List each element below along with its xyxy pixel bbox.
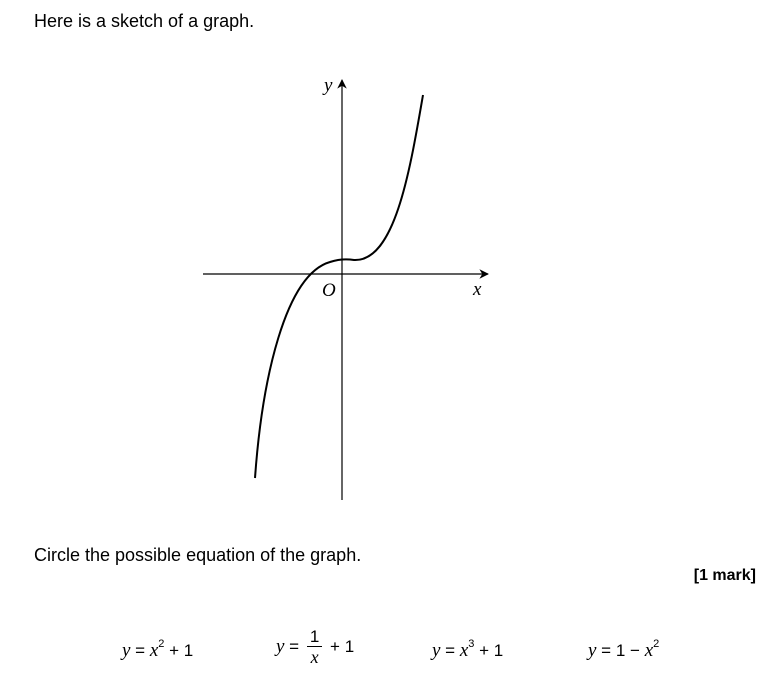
option-4-base: x [644, 640, 654, 661]
intro-text: Here is a sketch of a graph. [34, 11, 255, 31]
curve [254, 94, 424, 479]
option-2-numerator: 1 [306, 628, 323, 647]
option-4-power: 2 [653, 638, 660, 651]
option-1-base: x [149, 640, 159, 661]
option-2-denominator: x [310, 647, 319, 667]
option-3-base: x [459, 640, 469, 661]
option-2-fraction: 1 x [306, 628, 323, 667]
option-2[interactable]: y = 1 x + 1 [276, 628, 355, 668]
y-axis-label: y [322, 75, 333, 96]
graph-sketch: y x O [203, 75, 489, 500]
option-1[interactable]: y = x2 + 1 [122, 638, 194, 662]
option-4-lead: 1 − [615, 641, 640, 660]
option-4-eq: = [601, 641, 612, 660]
option-2-rest: + 1 [330, 636, 355, 656]
option-1-power: 2 [158, 638, 165, 651]
option-3-eq: = [445, 641, 456, 660]
option-2-eq: = [289, 636, 300, 656]
option-1-rest: + 1 [169, 641, 194, 660]
option-2-var: y [276, 635, 285, 657]
option-3[interactable]: y = x3 + 1 [432, 638, 504, 662]
option-1-eq: = [135, 641, 146, 660]
option-4-var: y [588, 640, 597, 661]
prompt-text: Circle the possible equation of the grap… [34, 545, 362, 565]
x-axis-label: x [472, 279, 482, 300]
marks-label: [1 mark] [693, 567, 756, 584]
option-3-rest: + 1 [479, 641, 504, 660]
option-3-var: y [432, 640, 441, 661]
origin-label: O [322, 280, 336, 301]
option-4[interactable]: y = 1 − x2 [588, 638, 660, 662]
option-3-power: 3 [468, 638, 475, 651]
option-1-var: y [122, 640, 131, 661]
